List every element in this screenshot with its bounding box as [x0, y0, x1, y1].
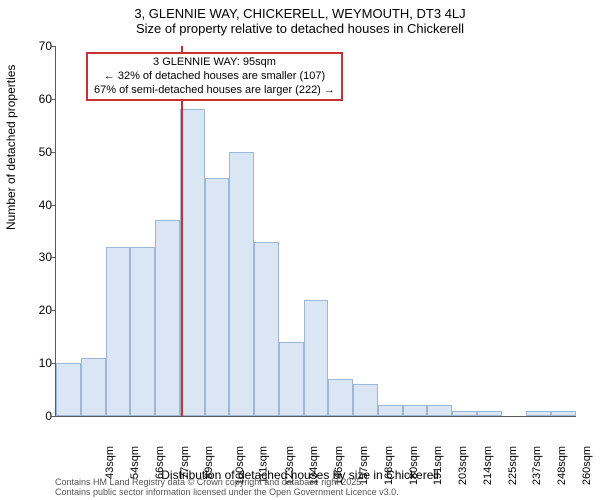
histogram-bar — [452, 411, 477, 416]
annotation-box: 3 GLENNIE WAY: 95sqm← 32% of detached ho… — [86, 52, 343, 101]
y-tick-label: 60 — [30, 92, 52, 106]
chart-title-line2: Size of property relative to detached ho… — [0, 21, 600, 36]
y-tick-label: 0 — [30, 409, 52, 423]
reference-line — [181, 46, 183, 416]
histogram-bar — [304, 300, 329, 416]
footer-attribution: Contains HM Land Registry data © Crown c… — [55, 478, 399, 498]
histogram-bar — [551, 411, 576, 416]
histogram-bar — [155, 220, 180, 416]
histogram-bar — [56, 363, 81, 416]
histogram-bar — [279, 342, 304, 416]
histogram-bar — [378, 405, 403, 416]
histogram-bar — [106, 247, 131, 416]
histogram-bar — [180, 109, 205, 416]
y-tick-label: 40 — [30, 198, 52, 212]
histogram-bar — [254, 242, 279, 416]
histogram-bar — [205, 178, 230, 416]
y-tick-label: 20 — [30, 303, 52, 317]
histogram-bar — [427, 405, 452, 416]
plot-area: 3 GLENNIE WAY: 95sqm← 32% of detached ho… — [55, 46, 576, 417]
histogram-bar — [353, 384, 378, 416]
histogram-bar — [526, 411, 551, 416]
chart-container: 3, GLENNIE WAY, CHICKERELL, WEYMOUTH, DT… — [0, 0, 600, 500]
histogram-bar — [477, 411, 502, 416]
annotation-line: 67% of semi-detached houses are larger (… — [94, 84, 335, 98]
histogram-bar — [328, 379, 353, 416]
y-tick-label: 50 — [30, 145, 52, 159]
y-axis-label: Number of detached properties — [4, 65, 18, 230]
y-tick-label: 70 — [30, 39, 52, 53]
annotation-line: 3 GLENNIE WAY: 95sqm — [94, 56, 335, 70]
footer-line2: Contains public sector information licen… — [55, 488, 399, 498]
y-tick-label: 10 — [30, 356, 52, 370]
histogram-bar — [229, 152, 254, 416]
histogram-bar — [81, 358, 106, 416]
chart-title-line1: 3, GLENNIE WAY, CHICKERELL, WEYMOUTH, DT… — [0, 6, 600, 21]
histogram-bar — [130, 247, 155, 416]
y-tick-label: 30 — [30, 250, 52, 264]
histogram-bar — [403, 405, 428, 416]
annotation-line: ← 32% of detached houses are smaller (10… — [94, 70, 335, 84]
title-block: 3, GLENNIE WAY, CHICKERELL, WEYMOUTH, DT… — [0, 0, 600, 36]
